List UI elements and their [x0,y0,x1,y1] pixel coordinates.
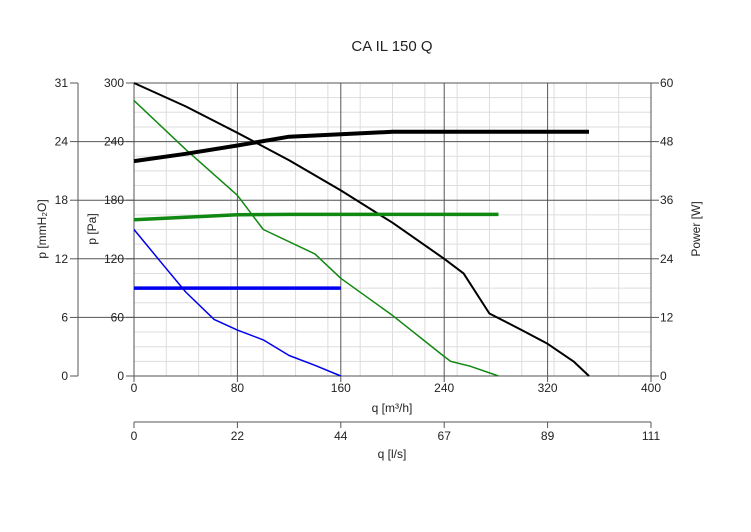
y-tick-label-pa: 120 [104,252,124,266]
power-curve-4 [133,212,499,222]
x-tick-label: 320 [538,381,558,395]
y-tick-label-pa: 300 [104,76,124,90]
y-tick-label-mmh2o: 31 [55,76,69,90]
y-tick-label-mmh2o: 12 [55,252,69,266]
y-axis-label-pa: p [Pa] [85,213,99,244]
x-tick-label: 240 [434,381,454,395]
y-tick-label-pa: 60 [111,310,125,324]
x-tick-label: 0 [131,381,138,395]
x-tick-label: 80 [231,381,245,395]
y-tick-label-pa: 240 [104,135,124,149]
pressure-curve-2 [133,229,342,377]
y-axis-label-power: Power [W] [689,201,703,256]
x2-tick-label: 111 [642,429,661,443]
x2-tick-label: 22 [231,429,245,443]
y-tick-label-mmh2o: 24 [55,135,69,149]
x2-tick-label: 0 [131,429,138,443]
y-tick-label-mmh2o: 6 [61,310,68,324]
series-layer [133,82,590,377]
y-axis-label-mmh2o: p [mmH₂O] [35,199,49,258]
y-tick-label-power: 48 [660,135,674,149]
pressure-curve-0 [133,82,590,377]
y-tick-label-power: 12 [660,310,674,324]
x-tick-label: 400 [641,381,661,395]
y-tick-label-pa: 0 [117,369,124,383]
x-tick-label: 160 [331,381,351,395]
x2-tick-label: 89 [541,429,555,443]
y-tick-label-mmh2o: 18 [55,193,69,207]
y-tick-label-power: 36 [660,193,674,207]
x-axis-label: q [m³/h] [372,401,413,415]
y-tick-label-power: 0 [660,369,667,383]
y-tick-label-power: 60 [660,76,674,90]
x2-axis-label: q [l/s] [378,447,407,461]
x2-tick-label: 67 [438,429,452,443]
pressure-curve-1 [133,100,499,377]
y-tick-label-pa: 180 [104,193,124,207]
chart-title: CA IL 150 Q [351,38,432,55]
power-curve-3 [133,129,589,164]
y-tick-label-mmh2o: 0 [61,369,68,383]
y-tick-label-power: 24 [660,252,674,266]
grid [78,83,651,376]
x2-tick-label: 44 [334,429,348,443]
